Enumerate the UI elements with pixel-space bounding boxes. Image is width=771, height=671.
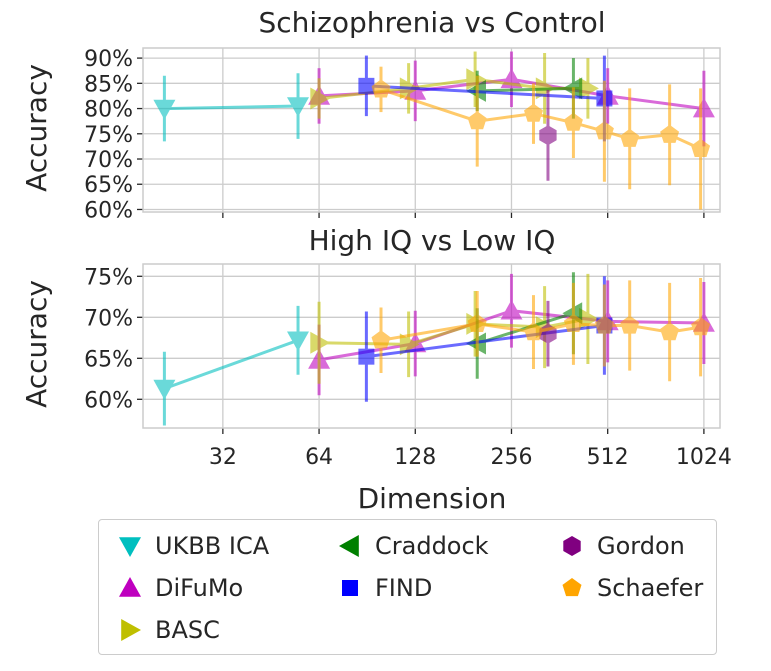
series-line bbox=[366, 84, 605, 100]
legend-label: Craddock bbox=[375, 532, 489, 560]
legend-item-basc: BASC bbox=[117, 616, 220, 644]
y-tick-label: 75% bbox=[84, 123, 133, 148]
square-marker-icon bbox=[342, 580, 358, 596]
data-point bbox=[620, 128, 640, 147]
legend: UKBB ICA Craddock Gordon DiFuMo FIND Schaefer… bbox=[98, 519, 717, 655]
legend-label: Schaefer bbox=[597, 574, 704, 602]
series-ukbb-ica bbox=[153, 73, 309, 142]
legend-label: Gordon bbox=[597, 532, 685, 560]
data-point bbox=[620, 315, 640, 334]
y-tick-label: 75% bbox=[84, 265, 133, 290]
data-point bbox=[467, 313, 487, 332]
y-tick-label: 60% bbox=[84, 388, 133, 413]
data-point bbox=[287, 331, 309, 352]
data-point bbox=[594, 121, 614, 140]
plot-frame bbox=[142, 263, 721, 429]
legend-marker bbox=[342, 580, 358, 596]
data-point bbox=[524, 322, 543, 341]
series-schaefer bbox=[371, 66, 711, 210]
data-point bbox=[358, 348, 375, 365]
data-point bbox=[287, 97, 309, 117]
data-point bbox=[594, 315, 614, 334]
y-tick-label: 80% bbox=[84, 98, 133, 123]
series-gordon bbox=[539, 300, 557, 367]
y-tick-label: 70% bbox=[84, 306, 133, 331]
data-point bbox=[358, 77, 375, 94]
legend-item-find: FIND bbox=[337, 574, 432, 602]
data-point bbox=[563, 313, 583, 332]
tri-up-marker-icon bbox=[119, 577, 141, 597]
legend-marker bbox=[119, 577, 141, 597]
legend-item-gordon: Gordon bbox=[559, 532, 685, 560]
series-craddock bbox=[466, 58, 583, 119]
x-tick-label: 64 bbox=[305, 445, 333, 470]
plot-frame bbox=[142, 47, 721, 213]
tri-right-marker-icon bbox=[121, 619, 141, 641]
bottom-y-axis-label: Accuracy bbox=[20, 280, 53, 408]
data-point bbox=[371, 79, 391, 98]
series-schaefer bbox=[371, 277, 711, 382]
bottom-panel: 60% 65% 70% 75% 32 64 128 256 512 1024 bbox=[84, 263, 732, 470]
legend-marker bbox=[562, 578, 582, 597]
legend-label: UKBB ICA bbox=[155, 532, 270, 560]
legend-label: FIND bbox=[375, 574, 433, 602]
data-point bbox=[153, 379, 176, 400]
top-y-axis-label: Accuracy bbox=[20, 64, 53, 192]
data-point bbox=[310, 331, 331, 354]
top-panel: 60%65%70%75%80%85%90% bbox=[84, 47, 721, 223]
series-line bbox=[477, 86, 574, 93]
data-point bbox=[539, 125, 557, 146]
legend-item-craddock: Craddock bbox=[337, 532, 489, 560]
pentagon-marker-icon bbox=[562, 578, 582, 597]
series-line bbox=[164, 104, 299, 111]
series-ukbb-ica bbox=[153, 305, 309, 426]
data-point bbox=[467, 111, 487, 130]
bottom-panel-title: High IQ vs Low IQ bbox=[309, 224, 556, 257]
series-line bbox=[163, 338, 299, 391]
top-panel-title: Schizophrenia vs Control bbox=[258, 6, 605, 39]
legend-marker bbox=[563, 536, 581, 556]
x-axis-label: Dimension bbox=[358, 482, 507, 515]
legend-label: BASC bbox=[155, 616, 220, 644]
y-tick-label: 85% bbox=[84, 72, 133, 97]
data-point bbox=[399, 333, 420, 356]
legend-marker bbox=[121, 619, 141, 641]
data-point bbox=[579, 77, 599, 100]
legend-item-ukbb-ica: UKBB ICA bbox=[117, 532, 269, 560]
x-tick-label: 128 bbox=[394, 445, 436, 470]
data-point bbox=[310, 87, 331, 110]
y-tick-label: 70% bbox=[84, 148, 133, 173]
tri-down-marker-icon bbox=[119, 537, 141, 557]
chart-figure: Schizophrenia vs Control High IQ vs Low … bbox=[20, 6, 732, 515]
y-tick-label: 65% bbox=[84, 347, 133, 372]
hexagon-marker-icon bbox=[563, 536, 581, 556]
data-point bbox=[660, 322, 680, 341]
data-point bbox=[691, 317, 711, 336]
data-point bbox=[153, 99, 176, 120]
legend-item-schaefer: Schaefer bbox=[559, 574, 703, 602]
x-tick-label: 32 bbox=[209, 445, 237, 470]
data-point bbox=[660, 124, 680, 143]
legend-item-difumo: DiFuMo bbox=[117, 574, 243, 602]
legend-marker bbox=[119, 537, 141, 557]
y-tick-label: 65% bbox=[84, 173, 133, 198]
data-point bbox=[691, 138, 711, 157]
x-tick-label: 256 bbox=[490, 445, 532, 470]
x-tick-label: 1024 bbox=[676, 445, 732, 470]
x-tick-label: 512 bbox=[587, 445, 629, 470]
y-tick-label: 90% bbox=[84, 47, 133, 72]
data-point bbox=[563, 112, 583, 131]
data-point bbox=[371, 330, 391, 349]
series-gordon bbox=[539, 89, 557, 181]
data-point bbox=[692, 97, 715, 118]
series-line bbox=[366, 324, 605, 359]
legend-label: DiFuMo bbox=[155, 574, 244, 602]
data-point bbox=[524, 103, 543, 122]
tri-left-marker-icon bbox=[339, 535, 359, 557]
legend-marker bbox=[339, 535, 359, 557]
y-tick-label: 60% bbox=[84, 198, 133, 223]
data-point bbox=[500, 299, 523, 320]
